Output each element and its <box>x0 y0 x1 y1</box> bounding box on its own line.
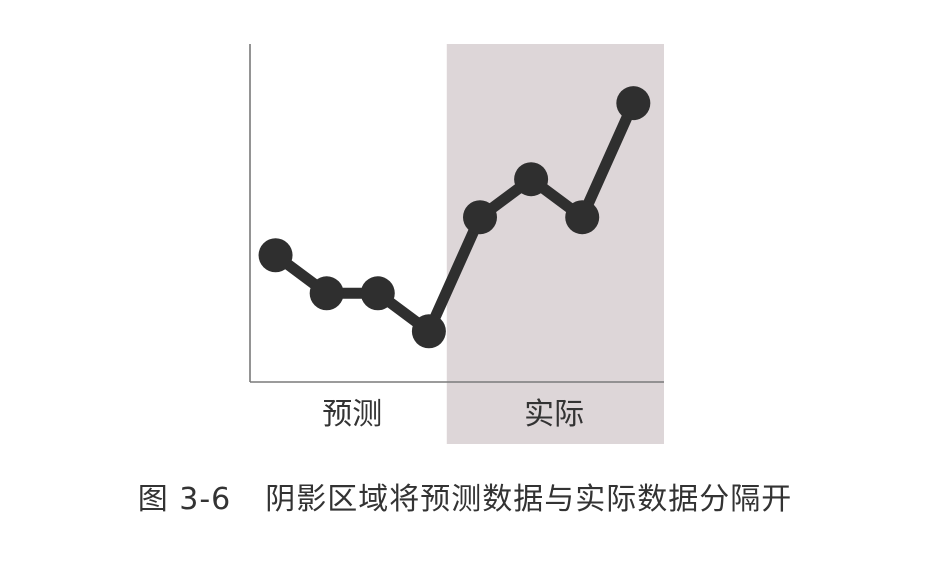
figure-number: 图 3-6 <box>137 482 232 517</box>
data-point-2 <box>309 276 344 311</box>
data-point-6 <box>514 162 549 197</box>
region-label-layer: 预测 实际 <box>322 397 584 432</box>
marker-layer <box>258 86 651 349</box>
data-point-7 <box>565 200 600 235</box>
caption-text: 阴影区域将预测数据与实际数据分隔开 <box>265 482 793 517</box>
data-point-3 <box>360 276 395 311</box>
data-point-8 <box>616 86 651 121</box>
region-label-1: 预测 <box>322 397 382 432</box>
region-label-2: 实际 <box>524 397 584 432</box>
figure-caption: 图 3-6 阴影区域将预测数据与实际数据分隔开 <box>0 474 930 518</box>
data-point-5 <box>463 200 497 235</box>
data-point-1 <box>258 238 293 273</box>
data-point-4 <box>411 314 446 349</box>
axis-layer <box>249 44 664 383</box>
